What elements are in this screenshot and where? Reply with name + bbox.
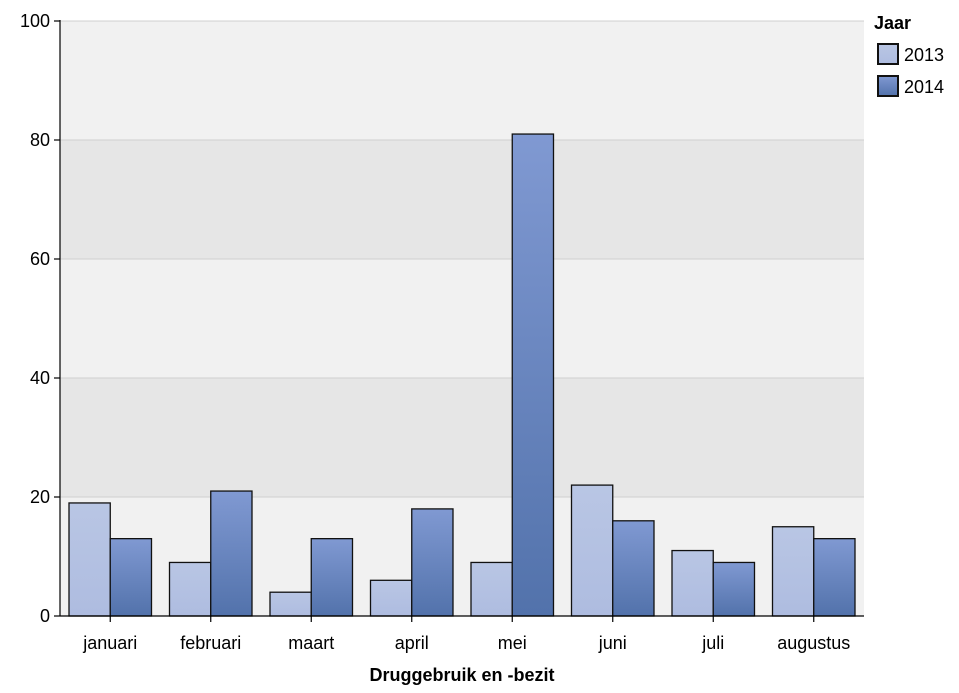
- bar-2013-augustus: [771, 526, 815, 617]
- legend: Jaar 2013 2014: [874, 13, 944, 97]
- bar-2014-juli: [712, 561, 756, 617]
- y-tick-label: 60: [30, 249, 50, 269]
- x-tick-label: juli: [701, 633, 724, 653]
- legend-items: 2013 2014: [877, 43, 944, 97]
- bar-2014-april: [411, 508, 454, 617]
- gridlines: [60, 20, 864, 498]
- axes: [54, 20, 864, 622]
- background-band: [60, 259, 864, 378]
- x-tick-label: april: [395, 633, 429, 653]
- legend-label-2014: 2014: [904, 77, 944, 97]
- legend-title: Jaar: [874, 13, 911, 33]
- bar-2013-januari: [68, 502, 111, 617]
- bar-2014-mei: [511, 133, 555, 617]
- x-tick-label: februari: [180, 633, 241, 653]
- plot-background: [60, 21, 864, 616]
- bar-2013-juni: [570, 484, 614, 617]
- bars: [68, 133, 856, 617]
- x-tick-label: januari: [82, 633, 137, 653]
- y-tick-label: 40: [30, 368, 50, 388]
- y-tick-label: 80: [30, 130, 50, 150]
- legend-label-2013: 2013: [904, 45, 944, 65]
- background-band: [60, 21, 864, 140]
- bar-2014-juni: [612, 520, 655, 617]
- bar-2014-januari: [109, 538, 153, 617]
- y-tick-labels: 0 20 40 60 80 100: [20, 11, 50, 626]
- background-band: [60, 140, 864, 259]
- legend-swatch-2013: [877, 43, 899, 65]
- bar-2013-februari: [168, 561, 212, 617]
- x-tick-labels: januari februari maart april mei juni juli augu…: [82, 633, 850, 653]
- x-axis-title: Druggebruik en -bezit: [369, 665, 554, 685]
- y-tick-label: 100: [20, 11, 50, 31]
- bar-2014-maart: [310, 538, 354, 617]
- legend-swatch-2014: [877, 75, 899, 97]
- bar-2014-augustus: [813, 538, 856, 617]
- x-tick-label: maart: [288, 633, 334, 653]
- bar-2013-mei: [470, 561, 513, 617]
- background-band: [60, 378, 864, 497]
- bar-2013-juli: [671, 549, 714, 617]
- y-tick-label: 20: [30, 487, 50, 507]
- bar-2014-februari: [210, 490, 253, 617]
- x-tick-label: juni: [598, 633, 627, 653]
- x-tick-label: mei: [498, 633, 527, 653]
- x-tick-label: augustus: [777, 633, 850, 653]
- y-tick-label: 0: [40, 606, 50, 626]
- bar-2013-maart: [269, 591, 312, 617]
- bar-2013-april: [369, 579, 413, 617]
